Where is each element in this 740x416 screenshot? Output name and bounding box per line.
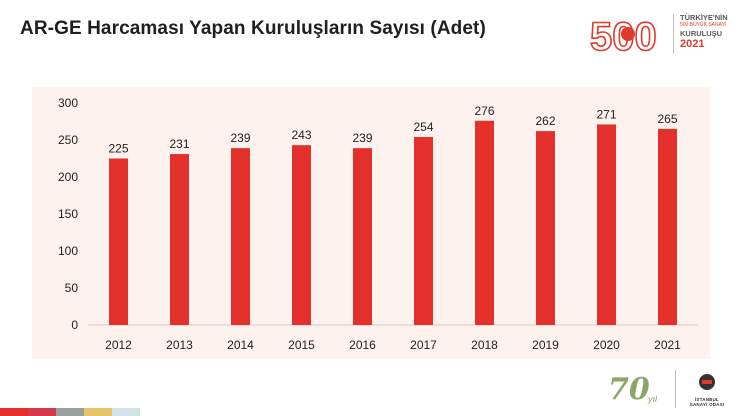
footer-strip-segment — [84, 408, 112, 416]
brand-logo-text: TÜRKİYE'NİN 500 BÜYÜK SANAYİ KURULUŞU 20… — [680, 13, 736, 50]
brand-line3: KURULUŞU — [680, 29, 723, 38]
data-label-2018: 276 — [474, 104, 494, 118]
bar-2015 — [292, 145, 311, 325]
y-tick-label: 50 — [65, 281, 79, 295]
bar-2013 — [170, 154, 189, 325]
x-tick-label-2016: 2016 — [349, 338, 376, 352]
bar-2016 — [353, 148, 372, 325]
footer-strip-segment — [56, 408, 84, 416]
x-tick-label-2018: 2018 — [471, 338, 498, 352]
bar-2019 — [536, 131, 555, 325]
footer-strip-segment — [28, 408, 56, 416]
iso-name-line2: SANAYİ ODASI — [689, 402, 725, 407]
bar-2014 — [231, 148, 250, 325]
iso-gear-icon — [699, 374, 715, 390]
brand-year: 2021 — [680, 38, 705, 50]
bar-2020 — [597, 124, 616, 326]
y-tick-label: 150 — [58, 207, 78, 221]
brand-logo-divider — [673, 14, 674, 54]
data-label-2013: 231 — [169, 137, 189, 151]
brand-line2: 500 BÜYÜK SANAYİ — [680, 22, 727, 28]
bar-chart: 0 50 100 150 200 250 300 225 2012 231 2013 239 2014 2… — [58, 96, 698, 352]
data-label-2020: 271 — [596, 107, 616, 121]
x-tick-label-2017: 2017 — [410, 338, 437, 352]
data-label-2015: 243 — [291, 128, 311, 142]
bar-2018 — [475, 120, 494, 325]
page-title: AR-GE Harcaması Yapan Kuruluşların Sayıs… — [20, 18, 486, 39]
footer-strip-segment — [112, 408, 140, 416]
y-tick-label: 200 — [58, 170, 78, 184]
iso-logo: İSTANBUL SANAYİ ODASI — [684, 372, 730, 407]
iso-name-line1: İSTANBUL — [694, 397, 719, 402]
brand-500-logo: 500 — [589, 14, 657, 58]
y-tick-label: 300 — [58, 96, 78, 110]
x-tick-label-2021: 2021 — [654, 338, 681, 352]
x-tick-label-2012: 2012 — [105, 338, 132, 352]
data-label-2021: 265 — [657, 112, 677, 126]
x-tick-label-2013: 2013 — [166, 338, 193, 352]
data-label-2017: 254 — [413, 120, 433, 134]
x-tick-label-2015: 2015 — [288, 338, 315, 352]
brand-line1: TÜRKİYE'NİN — [680, 13, 728, 22]
data-label-2019: 262 — [535, 114, 555, 128]
data-label-2014: 239 — [230, 131, 250, 145]
bar-2017 — [414, 137, 433, 325]
anniversary-logo: 70 yıl — [608, 372, 657, 407]
data-label-2016: 239 — [352, 131, 372, 145]
chart-panel: 0 50 100 150 200 250 300 225 2012 231 2013 239 2014 2… — [32, 87, 710, 359]
y-tick-label: 100 — [58, 244, 78, 258]
footer-color-strip — [0, 408, 140, 416]
y-tick-label: 0 — [71, 318, 78, 332]
bar-2021 — [658, 128, 677, 325]
footer-strip-segment — [0, 408, 28, 416]
anniversary-number: 70 — [608, 372, 650, 407]
x-tick-label-2020: 2020 — [593, 338, 620, 352]
anniversary-word: yıl — [648, 394, 657, 404]
data-label-2012: 225 — [108, 142, 128, 156]
y-tick-label: 250 — [58, 133, 78, 147]
footer-logo-divider — [675, 370, 676, 408]
x-tick-label-2019: 2019 — [532, 338, 559, 352]
bar-2012 — [109, 158, 128, 325]
x-tick-label-2014: 2014 — [227, 338, 254, 352]
gear-icon — [621, 27, 635, 41]
